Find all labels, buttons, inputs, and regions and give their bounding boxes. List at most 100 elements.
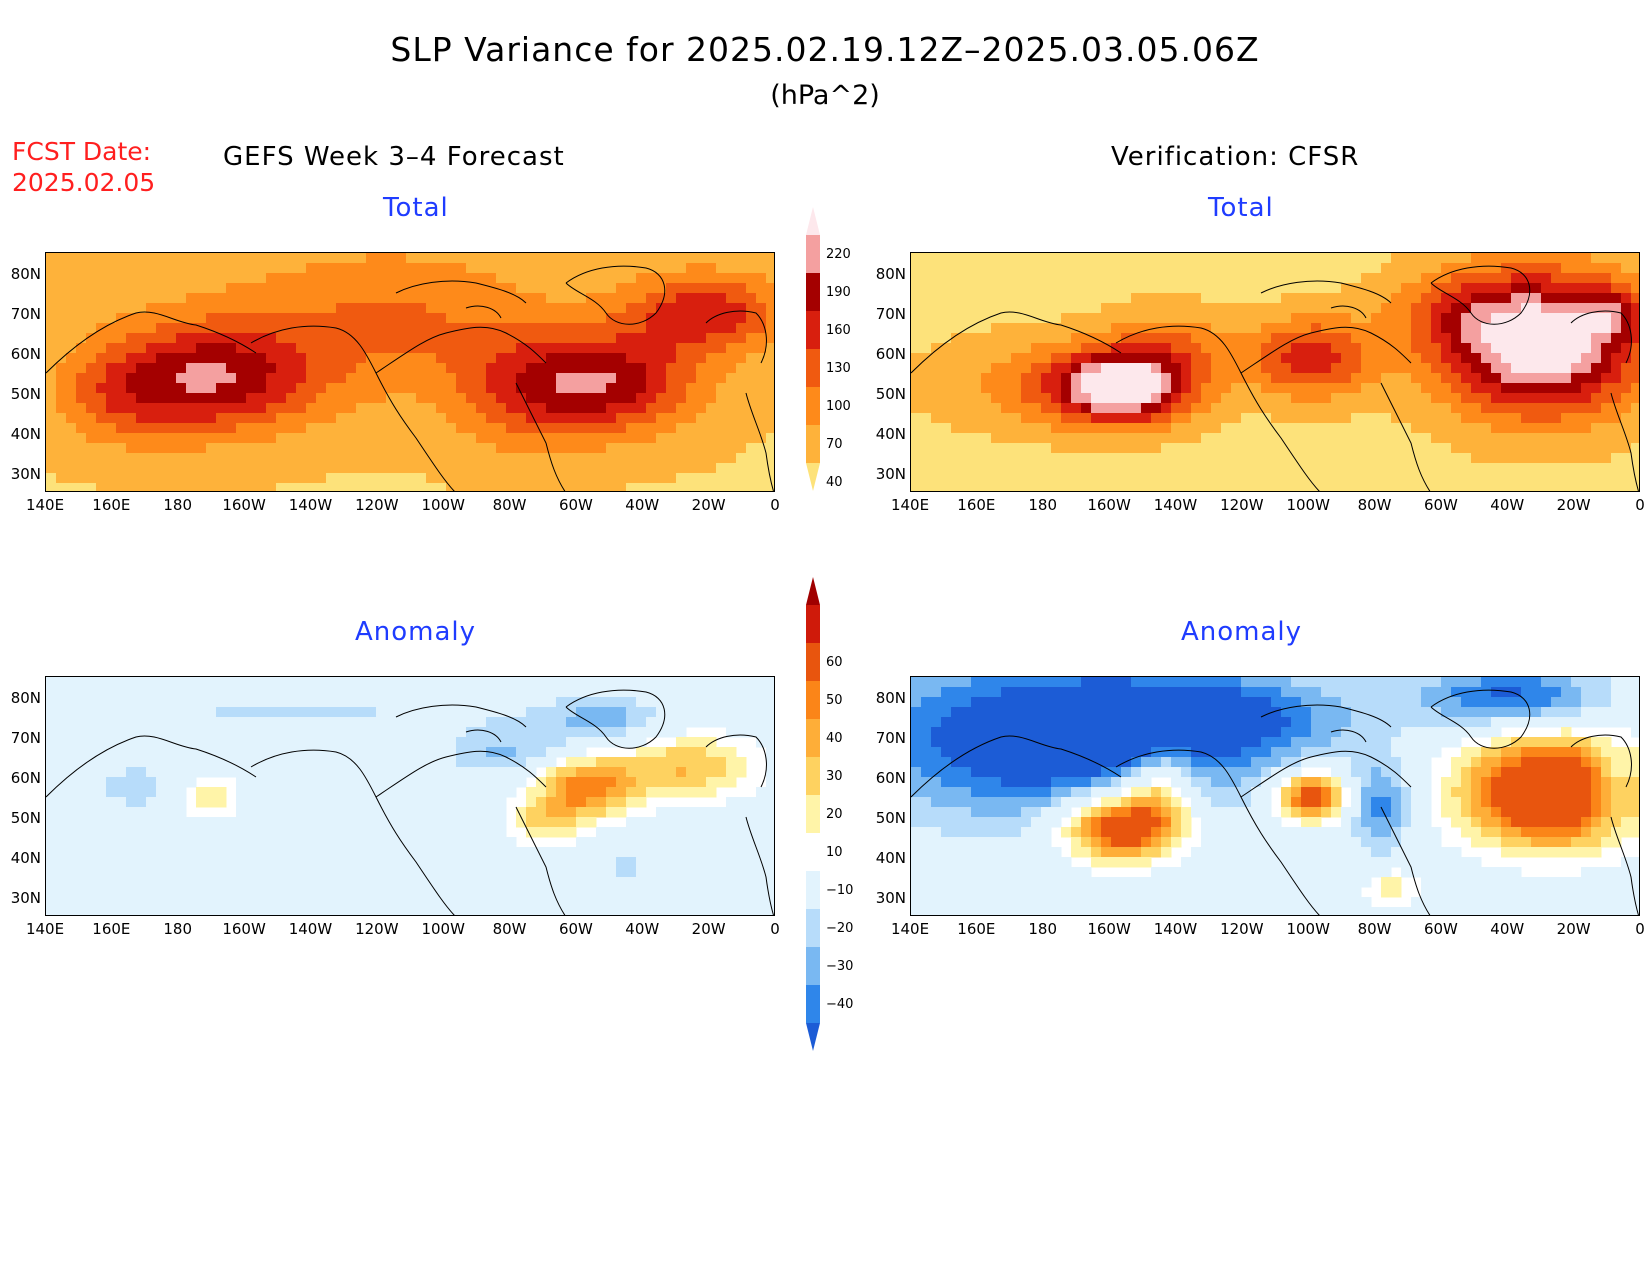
colorbar-total-segment	[806, 425, 820, 463]
right-column-header: Verification: CFSR	[1111, 142, 1360, 172]
lat-tick-label: 30N	[10, 889, 41, 907]
colorbar-anomaly-segment	[806, 643, 820, 681]
lon-tick-label: 140W	[1153, 920, 1198, 938]
colorbar-total-tick-label: 220	[826, 247, 851, 262]
lat-tick-label: 40N	[875, 849, 906, 867]
lat-tick-label: 30N	[10, 465, 41, 483]
lon-tick-label: 160W	[222, 496, 266, 514]
colorbar-anomaly-segment	[806, 757, 820, 795]
colorbar-anomaly-tick-label: 10	[826, 845, 843, 860]
colorbar-total-segment	[806, 311, 820, 349]
lat-tick-label: 60N	[875, 345, 906, 363]
colorbar-anomaly-top-arrow	[806, 577, 820, 605]
lat-tick-label: 70N	[10, 729, 41, 747]
colorbar-anomaly-tick-label: −20	[826, 921, 853, 936]
lon-tick-label: 60W	[558, 920, 593, 938]
colorbar-total-top-arrow	[806, 207, 820, 235]
colorbar-total-segment	[806, 387, 820, 425]
panel-title-forecast-total: Total	[383, 193, 449, 223]
colorbar-anomaly-segment	[806, 909, 820, 947]
lon-tick-label: 20W	[1556, 496, 1591, 514]
lon-tick-label: 0	[1635, 920, 1645, 938]
lon-tick-label: 180	[1028, 920, 1058, 938]
lon-tick-label: 80W	[492, 920, 527, 938]
lon-tick-label: 0	[770, 920, 780, 938]
lon-tick-label: 100W	[1286, 496, 1330, 514]
lon-tick-label: 0	[1635, 496, 1645, 514]
lon-tick-label: 140E	[890, 920, 930, 938]
colorbar-anomaly-tick-label: 50	[826, 693, 843, 708]
colorbar-total-tick-label: 100	[826, 399, 851, 414]
lat-tick-label: 30N	[875, 889, 906, 907]
colorbar-total-tick-label: 130	[826, 361, 851, 376]
lon-tick-label: 160E	[957, 496, 996, 514]
lon-tick-label: 120W	[1220, 496, 1264, 514]
forecast-anomaly-map	[45, 676, 775, 916]
figure-title: SLP Variance for 2025.02.19.12Z–2025.03.…	[390, 30, 1260, 69]
colorbar-total-segment	[806, 349, 820, 387]
fcst-date-label: FCST Date:	[12, 137, 152, 166]
lon-tick-label: 140W	[1153, 496, 1198, 514]
lat-tick-label: 80N	[875, 265, 906, 283]
lon-tick-label: 160W	[1087, 496, 1131, 514]
colorbar-anomaly-tick-label: −10	[826, 883, 853, 898]
lon-tick-label: 40W	[625, 496, 660, 514]
lon-tick-label: 80W	[1357, 920, 1392, 938]
lat-tick-label: 40N	[10, 849, 41, 867]
colorbar-anomaly-tick-label: 40	[826, 731, 843, 746]
lon-tick-label: 20W	[1556, 920, 1591, 938]
lon-tick-label: 180	[163, 920, 193, 938]
lon-tick-label: 80W	[492, 496, 527, 514]
lat-tick-label: 40N	[875, 425, 906, 443]
lon-tick-label: 100W	[1286, 920, 1330, 938]
colorbar-anomaly-segment	[806, 985, 820, 1023]
lat-tick-label: 60N	[10, 345, 41, 363]
colorbar-total-segment	[806, 235, 820, 273]
lon-tick-label: 120W	[355, 920, 399, 938]
lon-tick-label: 20W	[691, 496, 726, 514]
colorbar-anomaly-bottom-arrow	[806, 1023, 820, 1051]
lon-tick-label: 60W	[558, 496, 593, 514]
lat-tick-label: 70N	[875, 729, 906, 747]
lat-tick-label: 60N	[10, 769, 41, 787]
lon-tick-label: 40W	[625, 920, 660, 938]
colorbar-anomaly-tick-label: 60	[826, 655, 843, 670]
lat-tick-label: 50N	[10, 385, 41, 403]
lat-tick-label: 30N	[875, 465, 906, 483]
lon-tick-label: 160W	[1087, 920, 1131, 938]
lat-tick-label: 80N	[875, 689, 906, 707]
colorbar-anomaly-segment	[806, 795, 820, 833]
colorbar-anomaly-tick-label: −40	[826, 997, 853, 1012]
colorbar-anomaly-segment	[806, 833, 820, 871]
lon-tick-label: 120W	[355, 496, 399, 514]
left-column-header: GEFS Week 3–4 Forecast	[223, 142, 565, 172]
lat-tick-label: 70N	[10, 305, 41, 323]
colorbar-anomaly-segment	[806, 719, 820, 757]
lon-tick-label: 180	[1028, 496, 1058, 514]
lon-tick-label: 140E	[25, 496, 65, 514]
lat-tick-label: 50N	[875, 385, 906, 403]
lon-tick-label: 0	[770, 496, 780, 514]
colorbar-total-tick-label: 190	[826, 285, 851, 300]
colorbar-anomaly: −40 −30 −20 −10 10 20 30 40 50 60	[806, 577, 853, 1051]
colorbar-anomaly-segment	[806, 681, 820, 719]
lon-tick-label: 20W	[691, 920, 726, 938]
colorbar-anomaly-segment	[806, 605, 820, 643]
lat-tick-label: 40N	[10, 425, 41, 443]
lon-tick-label: 160E	[92, 496, 131, 514]
fcst-date-value: 2025.02.05	[12, 168, 156, 197]
colorbar-total-bottom-arrow	[806, 463, 820, 491]
lon-tick-label: 40W	[1490, 920, 1525, 938]
panel-title-verification-total: Total	[1208, 193, 1274, 223]
lon-tick-label: 80W	[1357, 496, 1392, 514]
lon-tick-label: 160E	[92, 920, 131, 938]
colorbar-total-tick-label: 160	[826, 323, 851, 338]
lon-tick-label: 100W	[421, 920, 465, 938]
lon-tick-label: 160W	[222, 920, 266, 938]
lat-tick-label: 50N	[10, 809, 41, 827]
verification-anomaly-map	[910, 676, 1640, 916]
lon-tick-label: 60W	[1423, 496, 1458, 514]
lon-tick-label: 100W	[421, 496, 465, 514]
lat-tick-label: 80N	[10, 265, 41, 283]
colorbar-anomaly-tick-label: 20	[826, 807, 843, 822]
